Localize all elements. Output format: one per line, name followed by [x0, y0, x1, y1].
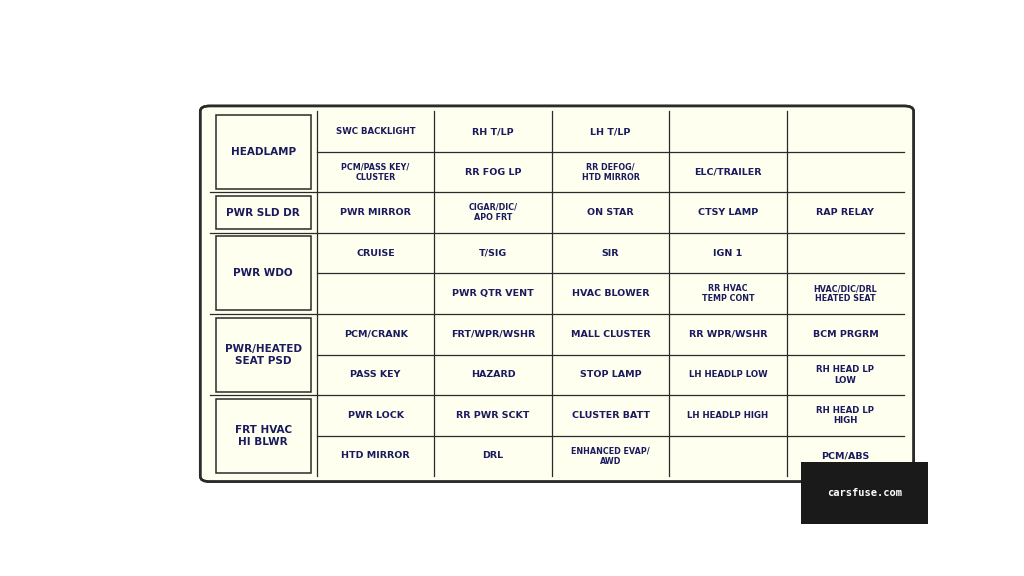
- Text: PASS KEY: PASS KEY: [350, 370, 400, 380]
- Text: LH HEADLP HIGH: LH HEADLP HIGH: [687, 411, 769, 420]
- Text: IGN 1: IGN 1: [714, 249, 742, 257]
- Bar: [216, 115, 310, 189]
- Bar: [216, 196, 310, 229]
- Text: HVAC BLOWER: HVAC BLOWER: [571, 289, 649, 298]
- Text: carsfuse.com: carsfuse.com: [826, 488, 902, 498]
- Text: PWR MIRROR: PWR MIRROR: [340, 208, 411, 217]
- Text: HAZARD: HAZARD: [471, 370, 515, 380]
- Text: RR FOG LP: RR FOG LP: [465, 168, 521, 177]
- Text: RR DEFOG/
HTD MIRROR: RR DEFOG/ HTD MIRROR: [582, 162, 639, 182]
- Bar: [216, 399, 310, 473]
- Text: PWR LOCK: PWR LOCK: [347, 411, 403, 420]
- Text: STOP LAMP: STOP LAMP: [580, 370, 641, 380]
- Text: PWR SLD DR: PWR SLD DR: [226, 207, 300, 218]
- Text: CLUSTER BATT: CLUSTER BATT: [571, 411, 649, 420]
- Text: RH HEAD LP
HIGH: RH HEAD LP HIGH: [816, 406, 874, 425]
- Text: HEADLAMP: HEADLAMP: [230, 147, 296, 157]
- Text: T/SIG: T/SIG: [479, 249, 507, 257]
- Text: PWR WDO: PWR WDO: [233, 268, 293, 278]
- Text: ELC/TRAILER: ELC/TRAILER: [694, 168, 762, 177]
- Text: ON STAR: ON STAR: [587, 208, 634, 217]
- Text: FRT/WPR/WSHR: FRT/WPR/WSHR: [451, 330, 536, 339]
- Text: PCM/CRANK: PCM/CRANK: [344, 330, 408, 339]
- Text: MALL CLUSTER: MALL CLUSTER: [570, 330, 650, 339]
- Text: PWR/HEATED
SEAT PSD: PWR/HEATED SEAT PSD: [225, 344, 302, 366]
- Text: BCM PRGRM: BCM PRGRM: [812, 330, 879, 339]
- Text: SWC BACKLIGHT: SWC BACKLIGHT: [336, 127, 416, 136]
- Bar: [216, 317, 310, 392]
- Text: DRL: DRL: [482, 452, 504, 460]
- Text: LH HEADLP LOW: LH HEADLP LOW: [689, 370, 767, 380]
- Text: RAP RELAY: RAP RELAY: [816, 208, 874, 217]
- Text: RR HVAC
TEMP CONT: RR HVAC TEMP CONT: [701, 284, 755, 304]
- Text: CIGAR/DIC/
APO FRT: CIGAR/DIC/ APO FRT: [469, 203, 517, 222]
- Text: PWR QTR VENT: PWR QTR VENT: [453, 289, 534, 298]
- Text: PCM/ABS: PCM/ABS: [821, 452, 869, 460]
- Text: HTD MIRROR: HTD MIRROR: [341, 452, 410, 460]
- Text: LH T/LP: LH T/LP: [590, 127, 631, 136]
- Text: RH T/LP: RH T/LP: [472, 127, 514, 136]
- Text: ENHANCED EVAP/
AWD: ENHANCED EVAP/ AWD: [571, 446, 650, 465]
- Text: RR WPR/WSHR: RR WPR/WSHR: [689, 330, 767, 339]
- FancyBboxPatch shape: [201, 106, 913, 482]
- Text: SIR: SIR: [602, 249, 620, 257]
- Text: CTSY LAMP: CTSY LAMP: [697, 208, 758, 217]
- Text: CRUISE: CRUISE: [356, 249, 395, 257]
- Text: RH HEAD LP
LOW: RH HEAD LP LOW: [816, 365, 874, 385]
- Text: RR PWR SCKT: RR PWR SCKT: [457, 411, 529, 420]
- Text: PCM/PASS KEY/
CLUSTER: PCM/PASS KEY/ CLUSTER: [341, 162, 410, 182]
- Bar: [216, 237, 310, 310]
- Text: FRT HVAC
HI BLWR: FRT HVAC HI BLWR: [234, 425, 292, 447]
- Text: HVAC/DIC/DRL
HEATED SEAT: HVAC/DIC/DRL HEATED SEAT: [813, 284, 878, 304]
